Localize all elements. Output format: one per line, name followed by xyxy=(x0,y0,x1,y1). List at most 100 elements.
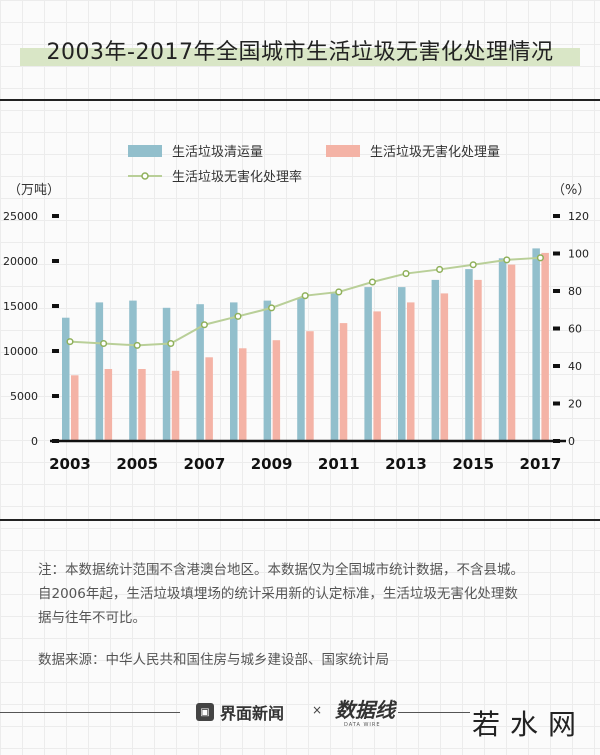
y2-tick-mark xyxy=(553,289,560,293)
bar-treated xyxy=(71,375,79,441)
legend-marker-rate xyxy=(141,172,149,180)
y-tick-mark xyxy=(52,394,59,398)
y-tick-mark xyxy=(52,349,59,353)
bar-treated xyxy=(138,369,146,441)
bar-collected xyxy=(230,302,238,441)
rate-point xyxy=(436,265,444,273)
bar-collected xyxy=(62,317,70,441)
y2-tick-label: 0 xyxy=(568,435,575,448)
bar-treated xyxy=(205,357,213,441)
legend-label-treated: 生活垃圾无害化处理量 xyxy=(370,144,500,160)
bar-treated xyxy=(541,252,549,441)
bar-treated xyxy=(272,340,281,441)
legend-swatch-collected xyxy=(128,145,162,157)
x-tick-label: 2007 xyxy=(184,455,226,473)
partner-logo: 数据线 xyxy=(335,698,395,722)
y-tick-label: 25000 xyxy=(3,210,38,223)
x-tick-label: 2009 xyxy=(251,455,293,473)
y2-axis-unit: （%） xyxy=(552,183,590,198)
legend-label-collected: 生活垃圾清运量 xyxy=(172,145,263,160)
bar-collected xyxy=(196,304,204,441)
y2-tick-mark xyxy=(553,251,560,256)
bar-collected xyxy=(364,287,372,441)
rate-point xyxy=(167,339,175,348)
bar-treated xyxy=(507,264,516,441)
brand-logo: ▣ 界面新闻 xyxy=(196,700,284,724)
bar-collected xyxy=(297,297,305,441)
x-tick-label: 2005 xyxy=(116,455,158,473)
bar-collected xyxy=(498,258,507,441)
bar-treated xyxy=(339,323,348,441)
page-title: 2003年-2017年全国城市生活垃圾无害化处理情况 xyxy=(46,40,554,65)
legend-swatch-treated xyxy=(326,145,360,157)
watermark: 若水网 xyxy=(471,708,586,741)
rate-point xyxy=(234,312,242,320)
y-tick-label: 10000 xyxy=(3,345,38,358)
rate-point xyxy=(133,341,141,349)
divider-bottom xyxy=(0,519,600,521)
bar-treated xyxy=(239,348,247,441)
bar-collected xyxy=(465,269,473,441)
y2-tick-label: 20 xyxy=(568,398,582,411)
y-tick-label: 0 xyxy=(31,435,38,448)
y-tick-label: 5000 xyxy=(10,390,38,403)
bar-treated xyxy=(171,370,180,441)
y-tick-mark xyxy=(52,259,59,263)
legend-label-rate: 生活垃圾无害化处理率 xyxy=(172,169,302,185)
y2-tick-mark xyxy=(553,214,560,218)
y2-tick-mark xyxy=(553,326,560,331)
title-highlight xyxy=(20,48,580,66)
title-block: 2003年-2017年全国城市生活垃圾无害化处理情况 xyxy=(0,28,600,68)
note-line-2: 自2006年起，生活垃圾填埋场的统计采用新的认定标准，生活垃圾无害化处理数 xyxy=(38,586,518,602)
legend: 生活垃圾清运量 生活垃圾无害化处理量 生活垃圾无害化处理率 xyxy=(128,144,500,185)
rate-point xyxy=(66,338,74,346)
bar-collected xyxy=(330,293,339,441)
note-line-1: 注：本数据统计范围不含港澳台地区。本数据仅为全国城市统计数据，不含县城。 xyxy=(38,562,524,578)
footer: ▣ 界面新闻 × 数据线 DATA WIRE xyxy=(0,698,600,728)
rate-point xyxy=(536,254,544,262)
y-tick-mark xyxy=(52,304,59,308)
rate-point xyxy=(268,304,276,312)
note-line-3: 据与往年不可比。 xyxy=(38,610,146,626)
y2-tick-label: 40 xyxy=(568,360,582,373)
x-tick-label: 2013 xyxy=(385,455,427,473)
rate-point xyxy=(503,256,511,264)
bar-collected xyxy=(398,287,406,441)
y2-tick-label: 80 xyxy=(568,285,582,298)
rate-point xyxy=(100,339,108,348)
rate-point xyxy=(335,288,343,296)
y-axis-unit: （万吨） xyxy=(8,183,60,198)
rate-point xyxy=(200,321,208,329)
bar-treated xyxy=(306,331,314,441)
x-tick-label: 2011 xyxy=(318,455,360,473)
times-sign: × xyxy=(312,703,323,717)
bar-treated xyxy=(440,293,449,441)
x-tick-label: 2003 xyxy=(49,455,91,473)
brand-icon: ▣ xyxy=(196,703,214,721)
partner-logo-sub: DATA WIRE xyxy=(344,722,381,728)
bar-treated xyxy=(474,279,482,441)
rate-point xyxy=(469,261,477,269)
source-note: 数据来源：中华人民共和国住房与城乡建设部、国家统计局 xyxy=(38,652,389,668)
footer-line-right xyxy=(398,712,470,713)
x-tick-label: 2015 xyxy=(452,455,494,473)
chart: 生活垃圾清运量 生活垃圾无害化处理量 生活垃圾无害化处理率 （万吨） （%） 0… xyxy=(3,144,590,473)
y2-tick-label: 60 xyxy=(568,323,582,336)
brand-name: 界面新闻 xyxy=(220,704,285,723)
y2-tick-label: 120 xyxy=(568,210,589,223)
y2-tick-label: 100 xyxy=(568,248,589,261)
bar-collected xyxy=(162,307,171,441)
bar-collected xyxy=(95,302,104,441)
rate-point xyxy=(368,278,376,286)
y-tick-label: 15000 xyxy=(3,300,38,313)
bar-treated xyxy=(373,311,381,441)
x-tick-label: 2017 xyxy=(520,455,562,473)
bar-treated xyxy=(104,369,113,441)
y2-tick-mark xyxy=(553,401,560,406)
y-tick-mark xyxy=(52,214,59,218)
divider-top xyxy=(0,99,600,101)
bar-collected xyxy=(129,300,137,441)
bar-treated xyxy=(407,302,415,441)
y2-tick-mark xyxy=(553,364,560,368)
